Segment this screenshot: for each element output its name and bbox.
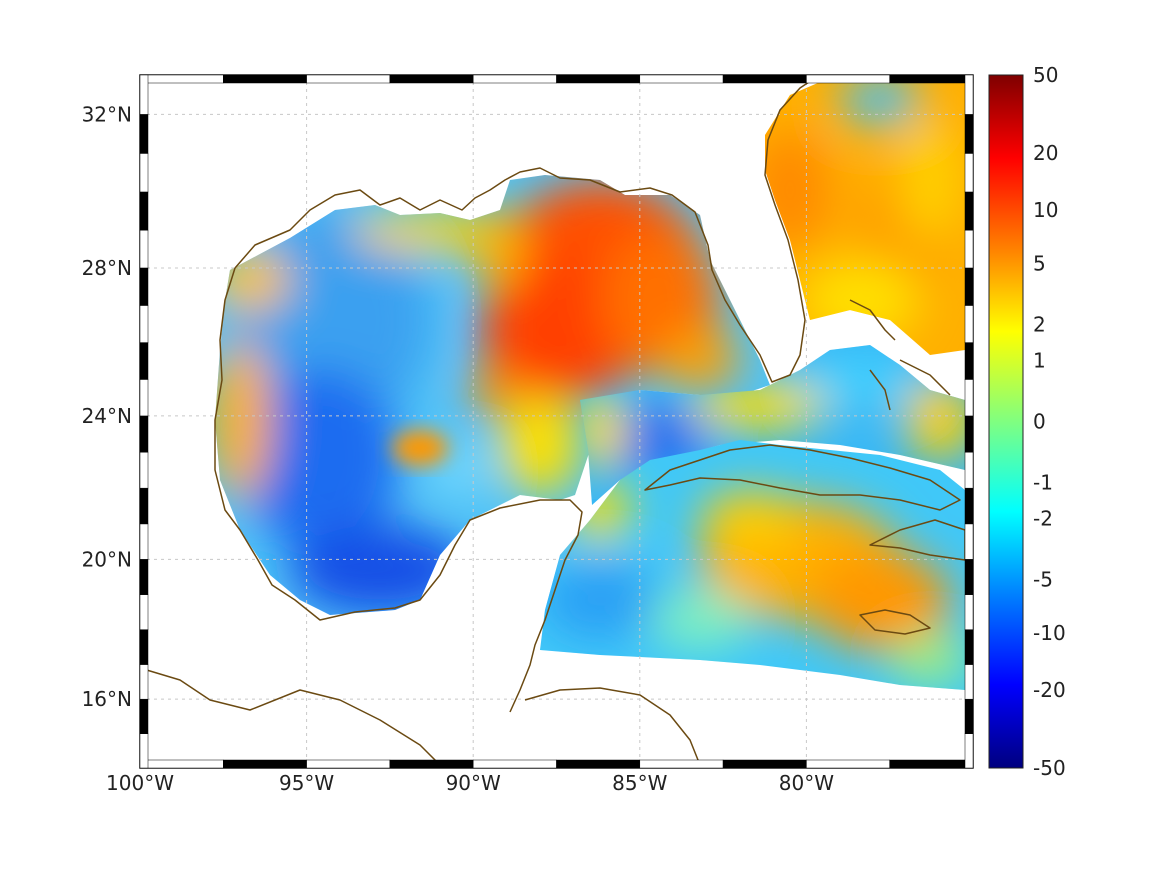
frame-bottom-segment [889,759,974,769]
lat-tick-labels: 16°N 20°N 24°N 28°N 32°N [82,102,132,711]
frame-bottom-segment [306,759,391,769]
colorbar-scale [988,74,1024,769]
colorbar-tick-label-4: 2 [1033,313,1046,337]
frame-bottom-segment [223,759,307,769]
frame-left-segment [139,523,149,560]
frame-right-segment [964,594,974,630]
frame-bottom-segment [806,759,890,769]
frame-left-segment [139,487,149,525]
frame-right-segment [964,487,974,525]
colorbar-tick-label-3: 5 [1033,252,1046,276]
frame-bottom-segment [556,759,641,769]
lon-tick-label-2: 90°W [446,771,501,795]
colorbar-tick-label-12: -50 [1033,756,1066,780]
frame-right-segment [964,74,974,115]
frame-right-segment [964,664,974,700]
colorbar-tick-label-2: 10 [1033,198,1058,222]
frame-left-segment [139,267,149,306]
colorbar-tick-label-9: -5 [1033,567,1053,591]
frame-right-segment [964,698,974,734]
frame-right-segment [964,229,974,269]
lon-tick-label-3: 85°W [612,771,667,795]
frame-left-segment [139,629,149,665]
frame-top-segment [306,74,391,84]
frame-left-segment [139,415,149,453]
frame-right-segment [964,415,974,453]
frame-bottom-segment [139,759,224,769]
frame-bottom-segment [389,759,474,769]
colorbar-tick-label-8: -2 [1033,506,1053,530]
frame-top-segment [722,74,807,84]
frame-right-segment [964,342,974,380]
frame-bottom-segment [722,759,807,769]
frame-right-segment [964,305,974,343]
frame-top-segment [223,74,307,84]
field-atlantic [765,82,965,355]
frame-right-segment [964,559,974,595]
lon-tick-labels: 100°W 95°W 90°W 85°W 80°W [106,771,834,795]
colorbar-tick-label-0: 50 [1033,63,1058,87]
frame-left-segment [139,305,149,343]
frame-bottom-segment [472,759,557,769]
lat-tick-label-1: 20°N [82,547,132,571]
colorbar-tick-label-7: -1 [1033,471,1053,495]
frame-left-segment [139,451,149,489]
frame-left-segment [139,191,149,231]
frame-right-segment [964,629,974,665]
frame-left-segment [139,594,149,630]
frame-left-segment [139,153,149,193]
lon-tick-label-0: 100°W [106,771,174,795]
gridlines [139,75,973,768]
colorbar-tick-label-11: -20 [1033,678,1066,702]
lat-tick-label-3: 28°N [82,256,132,280]
colorbar-tick-label-5: 1 [1033,348,1046,372]
frame-left-segment [139,664,149,700]
frame-top-segment [556,74,641,84]
colorbar-tick-label-1: 20 [1033,141,1058,165]
frame-right-segment [964,523,974,560]
frame-left-segment [139,733,149,769]
lon-tick-label-4: 80°W [779,771,834,795]
lat-tick-label-4: 32°N [82,102,132,126]
frame-right-segment [964,191,974,231]
frame-top-segment [389,74,474,84]
frame-top-segment [889,74,974,84]
frame-left-segment [139,342,149,380]
frame-top-segment [139,74,224,84]
frame-border [139,74,974,769]
frame-top-segment [806,74,890,84]
frame-left-segment [139,74,149,115]
lon-tick-label-1: 95°W [279,771,334,795]
lat-tick-label-2: 24°N [82,404,132,428]
lat-tick-label-0: 16°N [82,687,132,711]
colorbar-tick-label-6: 0 [1033,410,1046,434]
colorbar-tick-label-10: -10 [1033,621,1066,645]
frame-top-segment [639,74,724,84]
frame-right-segment [964,379,974,417]
coastlines [139,77,966,766]
frame-left-segment [139,229,149,269]
field-gulf [215,175,770,615]
frame-left-segment [139,698,149,734]
frame-left-segment [139,379,149,417]
frame-right-segment [964,451,974,489]
frame-left-segment [139,559,149,595]
frame-top-segment [472,74,557,84]
frame-right-segment [964,733,974,769]
frame-left-segment [139,114,149,154]
frame-bottom-segment [639,759,724,769]
frame-right-segment [964,267,974,306]
frame-right-segment [964,153,974,193]
frame-right-segment [964,114,974,154]
